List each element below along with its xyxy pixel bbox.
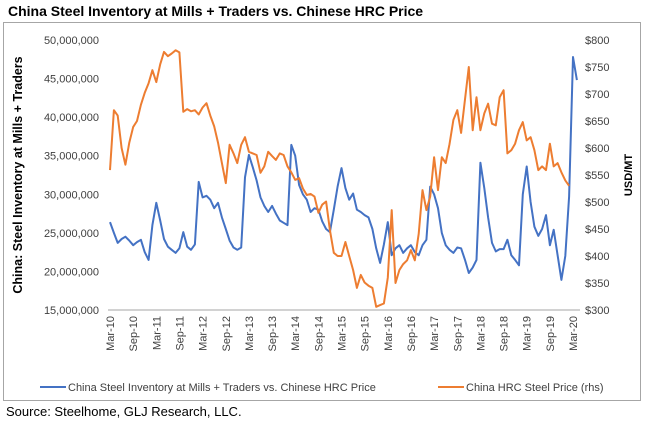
- x-tick-label: Sep-10: [128, 316, 140, 351]
- legend-label: China Steel Inventory at Mills + Traders…: [68, 382, 376, 394]
- x-tick-label: Mar-20: [568, 316, 580, 351]
- x-tick-label: Sep-19: [545, 316, 557, 351]
- y2-axis-title: USD/MT: [623, 154, 635, 196]
- x-tick-label: Mar-11: [151, 316, 163, 350]
- x-tick-label: Sep-18: [499, 316, 511, 351]
- x-tick-label: Mar-16: [383, 316, 395, 351]
- y2-tick-label: $300: [585, 305, 609, 317]
- x-tick-label: Sep-11: [174, 316, 186, 351]
- x-tick-label: Mar-18: [475, 316, 487, 351]
- y-tick-label: 35,000,000: [44, 151, 99, 163]
- y-tick-label: 30,000,000: [44, 189, 99, 201]
- source-note: Source: Steelhome, GLJ Research, LLC.: [6, 404, 242, 419]
- y-tick-label: 25,000,000: [44, 228, 99, 240]
- x-tick-label: Sep-13: [267, 316, 279, 351]
- x-tick-label: Sep-14: [313, 316, 325, 351]
- chart-frame: [3, 22, 641, 401]
- x-tick-label: Mar-14: [290, 316, 302, 351]
- x-tick-label: Mar-10: [105, 316, 117, 351]
- x-tick-label: Mar-17: [429, 316, 441, 351]
- y-tick-label: 45,000,000: [44, 74, 99, 86]
- y2-tick-label: $500: [585, 197, 609, 209]
- x-tick-label: Sep-12: [221, 316, 233, 351]
- y2-tick-label: $800: [585, 35, 609, 47]
- x-tick-label: Mar-12: [198, 316, 210, 351]
- x-tick-label: Mar-15: [337, 316, 349, 351]
- y-tick-label: 40,000,000: [44, 112, 99, 124]
- chart-title: China Steel Inventory at Mills + Traders…: [8, 3, 424, 19]
- y2-tick-label: $450: [585, 224, 609, 236]
- y2-tick-label: $400: [585, 251, 609, 263]
- y-tick-label: 50,000,000: [44, 35, 99, 47]
- y-tick-label: 20,000,000: [44, 266, 99, 278]
- series-line-hrc-price: [109, 49, 570, 308]
- series-line-inventory: [109, 56, 578, 281]
- x-tick-label: Sep-16: [406, 316, 418, 351]
- y2-tick-label: $550: [585, 170, 609, 182]
- x-tick-label: Mar-19: [522, 316, 534, 351]
- x-tick-label: Mar-13: [244, 316, 256, 351]
- y2-tick-label: $350: [585, 278, 609, 290]
- legend-label: China HRC Steel Price (rhs): [466, 382, 604, 394]
- y2-tick-label: $650: [585, 116, 609, 128]
- y2-tick-label: $750: [585, 62, 609, 74]
- y-axis-title: China: Steel Inventory at Mills + Trader…: [11, 56, 25, 293]
- y2-tick-label: $700: [585, 89, 609, 101]
- x-tick-label: Sep-17: [452, 316, 464, 351]
- y2-tick-label: $600: [585, 143, 609, 155]
- x-tick-label: Sep-15: [360, 316, 372, 351]
- y-tick-label: 15,000,000: [44, 305, 99, 317]
